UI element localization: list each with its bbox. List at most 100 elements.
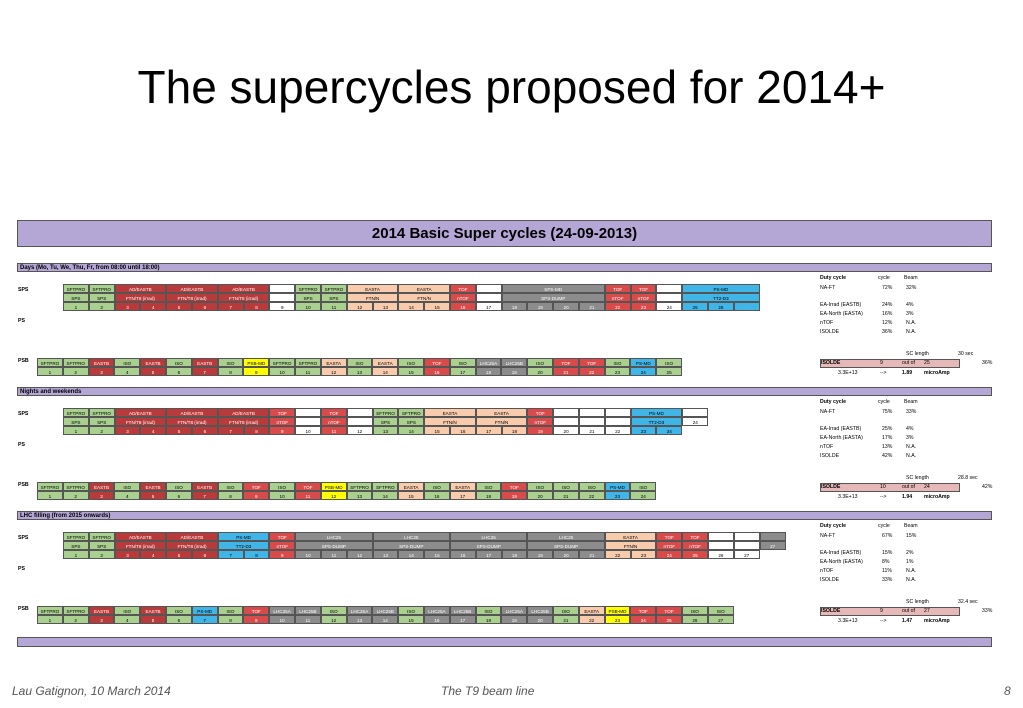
psb-cycle-number: 18: [475, 491, 502, 500]
ps-cycle-dest: nTOF: [656, 541, 683, 550]
ps-cycle-number: 7: [217, 550, 244, 559]
ps-cycle-number: [733, 302, 760, 311]
summary-value: 11%: [882, 568, 892, 574]
isolde-label: ISOLDE: [821, 608, 841, 614]
ps-cycle-dest: nTOF: [321, 417, 347, 426]
psb-cycle-number: 21: [553, 615, 579, 624]
sps-cycle-number: 24: [682, 417, 709, 426]
summary-label: EA-Irrad (EASTB): [820, 302, 862, 308]
ps-cycle-number: 17: [475, 426, 502, 435]
psb-cycle: PS-MD: [191, 606, 218, 615]
psb-cycle: EASTB: [140, 482, 166, 491]
psb-cycle-number: 9: [243, 615, 270, 624]
ps-cycle-number: 13: [372, 426, 399, 435]
psb-cycle-number: 12: [320, 367, 347, 376]
psb-cycle-number: 27: [707, 615, 734, 624]
psb-cycle: ISO: [398, 358, 424, 367]
ps-cycle-dest: nTOF: [450, 293, 476, 302]
beam-arrow: -->: [880, 494, 887, 500]
ps-cycle-number: 18: [501, 302, 528, 311]
ps-cycle-number: 25: [682, 302, 708, 311]
beam-unit: microAmp: [924, 494, 950, 500]
psb-cycle-number: 8: [217, 367, 244, 376]
psb-cycle-number: 25: [656, 615, 682, 624]
ps-cycle-number: 5: [166, 302, 192, 311]
ps-cycle-dest: SPS-DUMP: [295, 541, 373, 550]
ps-cycle-dest: TT2-D3: [682, 293, 760, 302]
ps-cycle-number: 16: [450, 550, 476, 559]
summary-label: ISOLDE: [820, 577, 840, 583]
ps-cycle-dest: FTN/T8 (irrad): [217, 293, 270, 302]
ps-cycle: SFTPRO: [398, 408, 425, 417]
psb-cycle-number: 20: [527, 491, 553, 500]
isolde-summary: [820, 483, 960, 492]
isolde-outof: out of: [902, 608, 915, 614]
ps-cycle-dest: FTN/N: [604, 541, 657, 550]
psb-cycle-number: 13: [346, 615, 373, 624]
psb-cycle: ISO: [707, 606, 734, 615]
psb-cycle-number: 8: [217, 615, 244, 624]
summary-value: 13%: [882, 444, 893, 450]
isolde-summary: [820, 359, 960, 368]
psb-cycle-number: 12: [320, 491, 347, 500]
psb-cycle-number: 9: [243, 367, 270, 376]
ps-cycle-dest: FTN/N: [424, 417, 476, 426]
psb-cycle-number: 11: [295, 491, 321, 500]
ps-cycle-number: 6: [192, 302, 218, 311]
psb-cycle-number: 4: [114, 491, 141, 500]
psb-cycle: SFTPRO: [346, 482, 373, 491]
ps-cycle: EASTA: [398, 284, 450, 293]
summary-label: nTOF: [820, 320, 834, 326]
psb-cycle: ISO: [682, 606, 708, 615]
ps-cycle: SFTPRO: [63, 408, 89, 417]
ps-cycle-dest: SPS: [88, 293, 115, 302]
summary-value: 24%: [882, 302, 893, 308]
sps-cycle: [759, 532, 786, 541]
psb-cycle: ISO: [630, 482, 657, 491]
psb-cycle-number: 11: [295, 367, 321, 376]
ps-cycle-dest: SPS: [63, 293, 89, 302]
isolde-outof: out of: [902, 484, 915, 490]
psb-cycle: SFTPRO: [295, 358, 321, 367]
psb-cycle: ISO: [475, 482, 502, 491]
psb-cycle-number: 3: [88, 615, 115, 624]
summary-header: Duty cycle: [820, 399, 846, 405]
summary-label: EA-North (EASTA): [820, 311, 863, 317]
ps-cycle-number: 6: [192, 426, 218, 435]
psb-cycle: ISO: [604, 358, 631, 367]
psb-cycle-number: 24: [630, 491, 657, 500]
summary-label: NA-FT: [820, 409, 836, 415]
summary-value: 36%: [882, 329, 893, 335]
summary-value: 72%: [882, 285, 893, 291]
psb-cycle-number: 21: [553, 491, 579, 500]
row-label-psb: PSB: [18, 482, 29, 488]
ps-cycle-dest: TT2-D3: [630, 417, 683, 426]
psb-cycle: EASTA: [372, 358, 399, 367]
ps-cycle: [733, 532, 760, 541]
row-label-ps: PS: [18, 442, 25, 448]
psb-cycle: SFTPRO: [37, 358, 63, 367]
psb-cycle: SFTPRO: [62, 606, 89, 615]
ps-cycle: EASTA: [424, 408, 476, 417]
supercycle-table: 2014 Basic Super cycles (24-09-2013) Day…: [17, 220, 992, 648]
summary-value: N.A.: [906, 453, 917, 459]
psb-cycle-number: 6: [166, 491, 192, 500]
psb-cycle-number: 14: [372, 491, 399, 500]
ps-cycle-dest: FTN/N: [398, 293, 450, 302]
psb-cycle-number: 12: [320, 615, 347, 624]
psb-cycle: ISO: [217, 606, 244, 615]
summary-label: ISOLDE: [820, 453, 840, 459]
psb-cycle: TOF: [243, 482, 270, 491]
psb-cycle: ISO: [114, 358, 141, 367]
ps-cycle-number: 24: [656, 302, 683, 311]
ps-cycle: PS-MD: [630, 408, 683, 417]
ps-cycle-dest: [269, 293, 296, 302]
psb-cycle-number: 6: [166, 367, 192, 376]
psb-cycle: TOF: [630, 606, 657, 615]
ps-cycle: [295, 408, 321, 417]
psb-cycle: ISO: [166, 606, 192, 615]
summary-value: N.A.: [906, 320, 917, 326]
ps-cycle-number: 16: [450, 426, 476, 435]
row-label-psb: PSB: [18, 606, 29, 612]
beam-current: 1.47: [902, 618, 913, 624]
